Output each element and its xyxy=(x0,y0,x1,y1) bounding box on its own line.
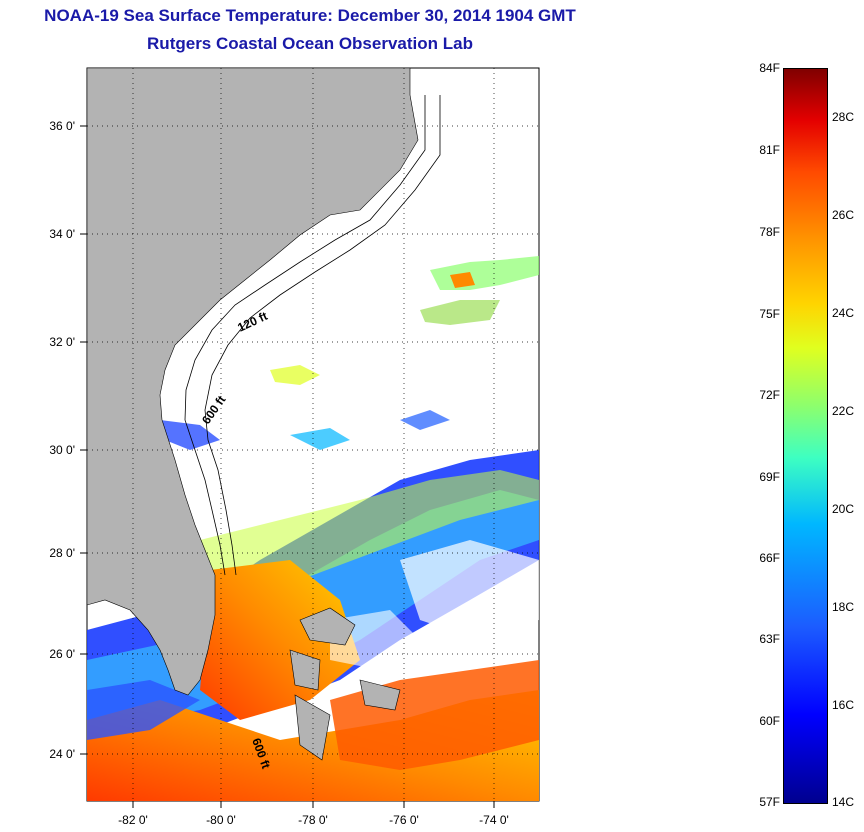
colorbar-c-label: 24C xyxy=(832,306,855,320)
map-subtitle: Rutgers Coastal Ocean Observation Lab xyxy=(147,34,473,53)
colorbar-c-label: 14C xyxy=(832,795,855,809)
colorbar-c-label: 18C xyxy=(832,600,855,614)
land-mass xyxy=(87,68,419,696)
colorbar-f-label: 60F xyxy=(759,714,780,728)
lat-tick-label: 34 0' xyxy=(49,227,75,241)
lon-tick-label: -82 0' xyxy=(118,813,148,827)
lon-tick-label: -74 0' xyxy=(479,813,509,827)
colorbar-f-label: 72F xyxy=(759,388,780,402)
lat-tick-label: 28 0' xyxy=(49,546,75,560)
map-title: NOAA-19 Sea Surface Temperature: Decembe… xyxy=(44,6,576,25)
colorbar-f-label: 69F xyxy=(759,470,780,484)
colorbar-f-label: 75F xyxy=(759,307,780,321)
lon-tick-label: -80 0' xyxy=(206,813,236,827)
graticule xyxy=(87,68,539,801)
lat-tick-label: 32 0' xyxy=(49,335,75,349)
lon-tick-label: -76 0' xyxy=(389,813,419,827)
colorbar-c-label: 20C xyxy=(832,502,855,516)
colorbar-f-label: 84F xyxy=(759,61,780,75)
colorbar-f-label: 63F xyxy=(759,632,780,646)
colorbar-c-label: 22C xyxy=(832,404,855,418)
colorbar-f-label: 78F xyxy=(759,225,780,239)
colorbar-c-label: 28C xyxy=(832,110,855,124)
lat-tick-label: 36 0' xyxy=(49,119,75,133)
colorbar-f-label: 66F xyxy=(759,551,780,565)
lat-tick-label: 24 0' xyxy=(49,747,75,761)
colorbar-c-label: 26C xyxy=(832,208,855,222)
map-layers xyxy=(87,68,539,801)
isobaths xyxy=(184,95,441,576)
colorbar-f-label: 81F xyxy=(759,143,780,157)
colorbar-c-label: 16C xyxy=(832,698,855,712)
lat-tick-label: 26 0' xyxy=(49,647,75,661)
colorbar-f-label: 57F xyxy=(759,795,780,809)
axis-ticks xyxy=(80,125,495,808)
temperature-colorbar xyxy=(783,68,828,804)
lon-tick-label: -78 0' xyxy=(298,813,328,827)
lat-tick-label: 30 0' xyxy=(49,443,75,457)
